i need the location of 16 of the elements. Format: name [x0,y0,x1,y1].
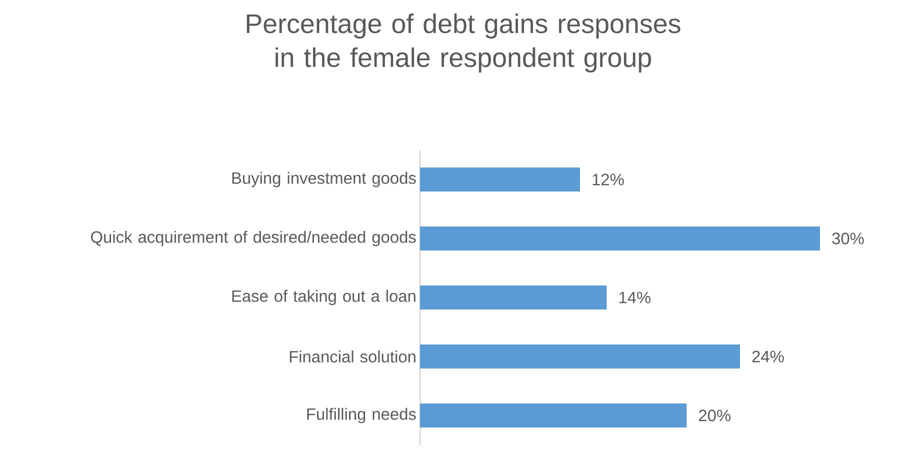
chart-title: Percentage of debt gains responses in the female respondent group [246,14,680,72]
bar [420,344,740,369]
y-tick-label: Fulfilling needs [307,408,416,424]
data-label: 14% [619,292,650,304]
bar [420,226,820,251]
y-tick-label: Ease of taking out a loan [232,290,416,306]
data-label: 24% [752,350,784,362]
data-label: 30% [832,232,864,244]
y-tick-label: Buying investment goods [232,172,416,188]
data-label: 12% [592,174,624,186]
bar [420,404,687,428]
y-tick-label: Financial solution [290,350,416,363]
data-label: 20% [699,410,730,422]
bar [420,168,580,192]
bar [420,286,607,310]
y-tick-label: Quick acquirement of desired/needed goods [91,230,416,246]
